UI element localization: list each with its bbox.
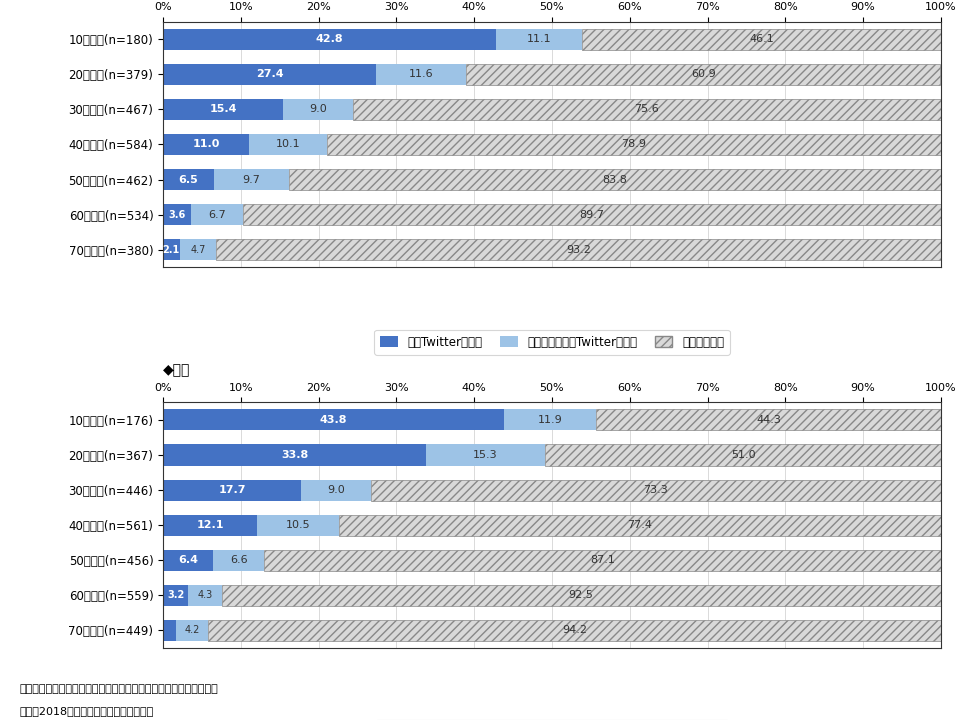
Text: 60.9: 60.9 (691, 69, 715, 79)
Text: 10.5: 10.5 (286, 520, 310, 530)
Bar (180, 239, 216, 260)
Bar (222, 585, 941, 606)
Bar (213, 550, 264, 571)
Text: 43.8: 43.8 (320, 415, 348, 425)
Bar (163, 99, 283, 120)
Text: 10.1: 10.1 (276, 140, 300, 150)
Text: 11.1: 11.1 (527, 34, 551, 44)
Text: 42.8: 42.8 (316, 34, 344, 44)
Bar (163, 515, 257, 536)
Bar (163, 444, 426, 466)
Text: 6.5: 6.5 (179, 174, 199, 184)
Text: 9.7: 9.7 (243, 174, 260, 184)
Text: 注：「使っていない」はスマホ・ケータイ未所有者も含めて集計。: 注：「使っていない」はスマホ・ケータイ未所有者も含めて集計。 (19, 684, 218, 694)
Text: 9.0: 9.0 (327, 485, 345, 495)
Text: 89.7: 89.7 (580, 210, 605, 220)
Text: 51.0: 51.0 (731, 450, 756, 460)
Text: 75.6: 75.6 (635, 104, 660, 114)
Bar (176, 620, 208, 641)
Text: 46.1: 46.1 (749, 34, 774, 44)
Bar (376, 63, 467, 85)
Bar (243, 204, 941, 225)
Bar (163, 29, 496, 50)
Bar (163, 239, 180, 260)
Text: 83.8: 83.8 (603, 174, 628, 184)
Bar (214, 169, 289, 190)
Text: 3.2: 3.2 (167, 590, 184, 600)
Text: 4.3: 4.3 (197, 590, 212, 600)
Bar (163, 63, 376, 85)
Text: 出所：2018年一般向けモバイル動向調査: 出所：2018年一般向けモバイル動向調査 (19, 706, 154, 716)
Text: 94.2: 94.2 (562, 626, 588, 636)
Bar (300, 480, 371, 500)
Bar (216, 239, 941, 260)
Bar (163, 169, 214, 190)
Bar (496, 29, 583, 50)
Bar (289, 169, 941, 190)
Text: 15.4: 15.4 (209, 104, 237, 114)
Bar (545, 444, 942, 466)
Bar (163, 620, 176, 641)
Text: 4.7: 4.7 (190, 245, 205, 255)
Bar (327, 134, 941, 155)
Text: 92.5: 92.5 (568, 590, 593, 600)
Text: 6.4: 6.4 (179, 555, 198, 565)
Text: 11.9: 11.9 (538, 415, 563, 425)
Text: 11.0: 11.0 (192, 140, 220, 150)
Text: 9.0: 9.0 (309, 104, 326, 114)
Text: 77.4: 77.4 (628, 520, 653, 530)
Bar (257, 515, 339, 536)
Bar (249, 134, 327, 155)
Bar (163, 134, 249, 155)
Bar (163, 480, 300, 500)
Bar (339, 515, 941, 536)
Text: 6.7: 6.7 (208, 210, 227, 220)
Text: 27.4: 27.4 (256, 69, 283, 79)
Text: 78.9: 78.9 (621, 140, 646, 150)
Text: 33.8: 33.8 (281, 450, 308, 460)
Bar (467, 63, 940, 85)
Text: 3.6: 3.6 (169, 210, 186, 220)
Bar (163, 585, 188, 606)
Text: 12.1: 12.1 (197, 520, 224, 530)
Bar (163, 550, 213, 571)
Text: 17.7: 17.7 (218, 485, 246, 495)
Text: 87.1: 87.1 (590, 555, 615, 565)
Text: 44.3: 44.3 (756, 415, 781, 425)
Text: 4.2: 4.2 (184, 626, 200, 636)
Bar (163, 410, 504, 431)
Text: 93.2: 93.2 (566, 245, 590, 255)
Bar (283, 99, 353, 120)
Text: 2.1: 2.1 (163, 245, 180, 255)
Bar (188, 585, 222, 606)
Bar (596, 410, 941, 431)
Bar (426, 444, 545, 466)
Bar (208, 620, 941, 641)
Bar (371, 480, 941, 500)
Text: 15.3: 15.3 (473, 450, 498, 460)
Text: 11.6: 11.6 (409, 69, 434, 79)
Text: 73.3: 73.3 (643, 485, 668, 495)
Text: ◆女性: ◆女性 (163, 364, 191, 377)
Bar (504, 410, 596, 431)
Bar (353, 99, 941, 120)
Text: 6.6: 6.6 (229, 555, 248, 565)
Bar (191, 204, 243, 225)
Bar (264, 550, 942, 571)
Bar (163, 204, 191, 225)
Bar (583, 29, 941, 50)
Legend: 毎日Twitterを利用, 毎日ではないがTwitterを利用, 使っていない: 毎日Twitterを利用, 毎日ではないがTwitterを利用, 使っていない (374, 330, 730, 355)
